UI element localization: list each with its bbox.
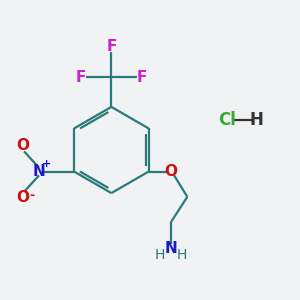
Text: H: H xyxy=(154,248,165,262)
Text: F: F xyxy=(106,39,116,54)
Text: F: F xyxy=(137,70,147,85)
Text: N: N xyxy=(33,164,45,179)
Text: N: N xyxy=(165,241,177,256)
Text: H: H xyxy=(250,111,263,129)
Text: Cl: Cl xyxy=(218,111,236,129)
Text: +: + xyxy=(42,159,51,169)
Text: H: H xyxy=(177,248,188,262)
Text: O: O xyxy=(164,164,178,179)
Text: F: F xyxy=(76,70,86,85)
Text: -: - xyxy=(29,189,34,202)
Text: O: O xyxy=(16,190,29,205)
Text: O: O xyxy=(16,139,29,154)
